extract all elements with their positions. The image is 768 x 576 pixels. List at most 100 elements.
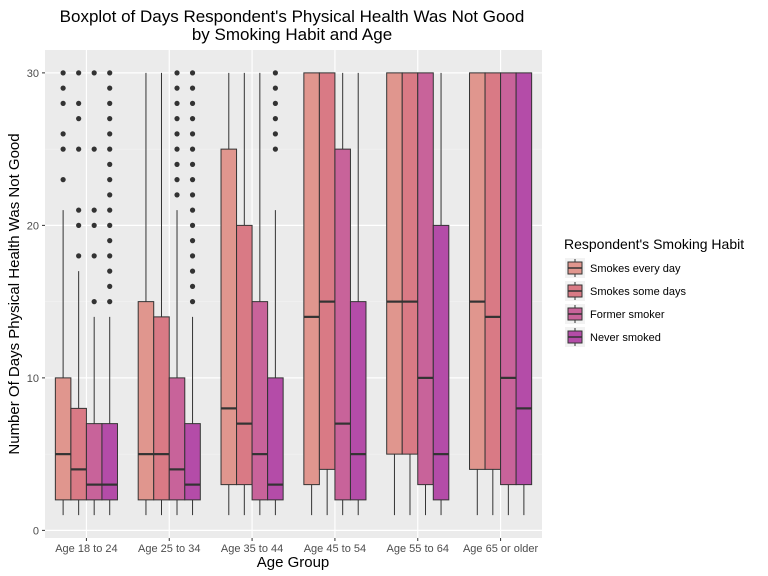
- outlier-point: [189, 238, 196, 244]
- box-iqr: [401, 72, 419, 455]
- box-iqr: [236, 224, 253, 486]
- outlier-point: [76, 253, 82, 259]
- outlier-point: [272, 85, 278, 91]
- outlier-point: [91, 146, 97, 152]
- box-group: [484, 72, 502, 516]
- box-iqr: [54, 377, 72, 501]
- box-group: [318, 72, 336, 516]
- outlier-point: [107, 238, 113, 244]
- outlier-point: [107, 299, 113, 305]
- outlier-point: [107, 207, 113, 213]
- box-iqr: [386, 72, 403, 455]
- box-iqr: [101, 423, 118, 501]
- outlier-point: [189, 222, 196, 228]
- outlier-point: [189, 146, 196, 152]
- plot-panel: [45, 50, 542, 538]
- outlier-point: [174, 192, 180, 198]
- box-group: [515, 72, 533, 516]
- outlier-point: [272, 146, 278, 152]
- outlier-point: [60, 177, 66, 183]
- outlier-point: [107, 283, 113, 289]
- outlier-point: [189, 268, 196, 274]
- outlier-point: [189, 85, 196, 91]
- outlier-point: [107, 268, 113, 274]
- box-iqr: [137, 301, 155, 501]
- outlier-point: [272, 131, 278, 137]
- box-iqr: [417, 72, 434, 486]
- outlier-point: [189, 116, 196, 122]
- box-group: [401, 72, 419, 516]
- legend-item: Smokes some days: [565, 281, 686, 301]
- box-group: [417, 72, 434, 516]
- x-tick-label: Age 65 or older: [463, 543, 539, 555]
- box-iqr: [70, 407, 87, 501]
- y-tick-label: 30: [27, 68, 39, 80]
- outlier-point: [76, 146, 82, 152]
- legend-item: Former smoker: [565, 304, 665, 324]
- outlier-point: [107, 253, 113, 259]
- outlier-point: [189, 131, 196, 137]
- box-group: [469, 72, 486, 516]
- y-tick-label: 0: [33, 525, 39, 537]
- box-group: [267, 70, 284, 516]
- box-group: [101, 70, 118, 516]
- outlier-point: [60, 100, 66, 106]
- chart-title-line-1: Boxplot of Days Respondent's Physical He…: [60, 7, 525, 26]
- outlier-point: [174, 146, 180, 152]
- box-iqr: [303, 72, 320, 486]
- outlier-point: [76, 222, 82, 228]
- x-tick-label: Age 35 to 44: [221, 543, 283, 555]
- outlier-point: [60, 131, 66, 137]
- outlier-point: [189, 283, 196, 289]
- box-iqr: [469, 72, 486, 470]
- y-tick-label: 10: [27, 373, 39, 385]
- outlier-point: [174, 70, 180, 76]
- box-iqr: [220, 148, 238, 486]
- x-tick-label: Age 55 to 64: [387, 543, 449, 555]
- x-tick-label: Age 45 to 54: [304, 543, 366, 555]
- outlier-point: [76, 100, 82, 106]
- outlier-point: [189, 177, 196, 183]
- legend: Smokes every day Smokes some days Former s…: [565, 258, 686, 347]
- axes: 0 10 20 30 Age 18 to 24 Age 25 to 34 Age 35 to…: [27, 68, 539, 555]
- box-iqr: [318, 72, 336, 470]
- box-iqr: [267, 377, 284, 501]
- outlier-point: [91, 299, 97, 305]
- box-iqr: [500, 72, 517, 486]
- box-group: [168, 70, 186, 516]
- outlier-point: [60, 146, 66, 152]
- outlier-point: [107, 146, 113, 152]
- box-iqr: [251, 301, 269, 501]
- outlier-point: [189, 207, 196, 213]
- box-iqr: [184, 423, 201, 501]
- x-tick-label: Age 25 to 34: [138, 543, 200, 555]
- outlier-point: [76, 70, 82, 76]
- box-iqr: [153, 316, 170, 501]
- outlier-point: [189, 161, 196, 167]
- box-group: [54, 70, 72, 516]
- legend-item: Never smoked: [565, 327, 661, 347]
- box-iqr: [168, 377, 186, 501]
- outlier-point: [91, 70, 97, 76]
- x-axis-title: Age Group: [257, 554, 330, 571]
- box-iqr: [432, 224, 450, 501]
- legend-item: Smokes every day: [565, 258, 681, 278]
- x-tick-label: Age 18 to 24: [55, 543, 117, 555]
- outlier-point: [272, 70, 278, 76]
- outlier-point: [107, 222, 113, 228]
- outlier-point: [189, 299, 196, 305]
- outlier-point: [107, 131, 113, 137]
- outlier-point: [91, 207, 97, 213]
- outlier-point: [107, 192, 113, 198]
- outlier-point: [76, 207, 82, 213]
- box-iqr: [85, 423, 103, 501]
- box-group: [500, 72, 517, 516]
- y-axis-title: Number Of Days Physical Health Was Not G…: [6, 133, 23, 454]
- outlier-point: [174, 161, 180, 167]
- legend-title: Respondent's Smoking Habit: [564, 236, 744, 252]
- outlier-point: [174, 131, 180, 137]
- box-group: [432, 72, 450, 516]
- legend-label: Smokes some days: [590, 286, 686, 298]
- box-group: [184, 70, 201, 516]
- outlier-point: [189, 253, 196, 259]
